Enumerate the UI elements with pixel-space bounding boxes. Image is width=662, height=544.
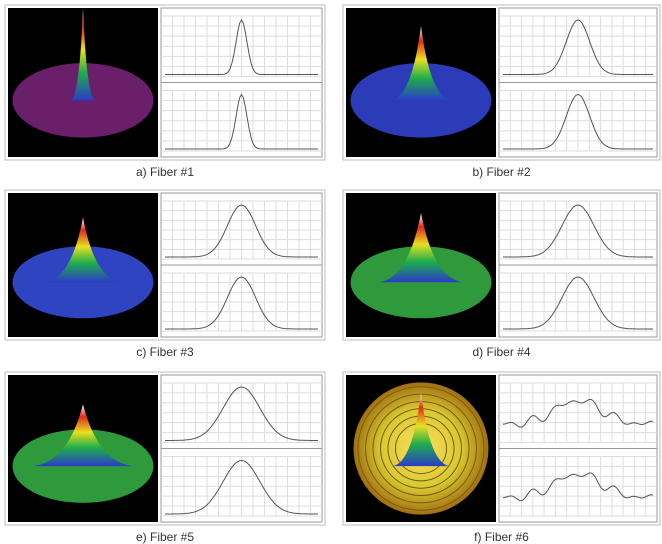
panel-caption: c) Fiber #3 (136, 345, 194, 359)
panel-caption: e) Fiber #5 (136, 530, 194, 544)
panel-caption: d) Fiber #4 (472, 345, 530, 359)
figure: a) Fiber #1 b) Fiber #2 c) Fiber #3 d) Fibe… (0, 0, 662, 544)
panel-caption: a) Fiber #1 (136, 165, 194, 179)
panel-caption: b) Fiber #2 (472, 165, 530, 179)
panel-caption: f) Fiber #6 (474, 530, 529, 544)
